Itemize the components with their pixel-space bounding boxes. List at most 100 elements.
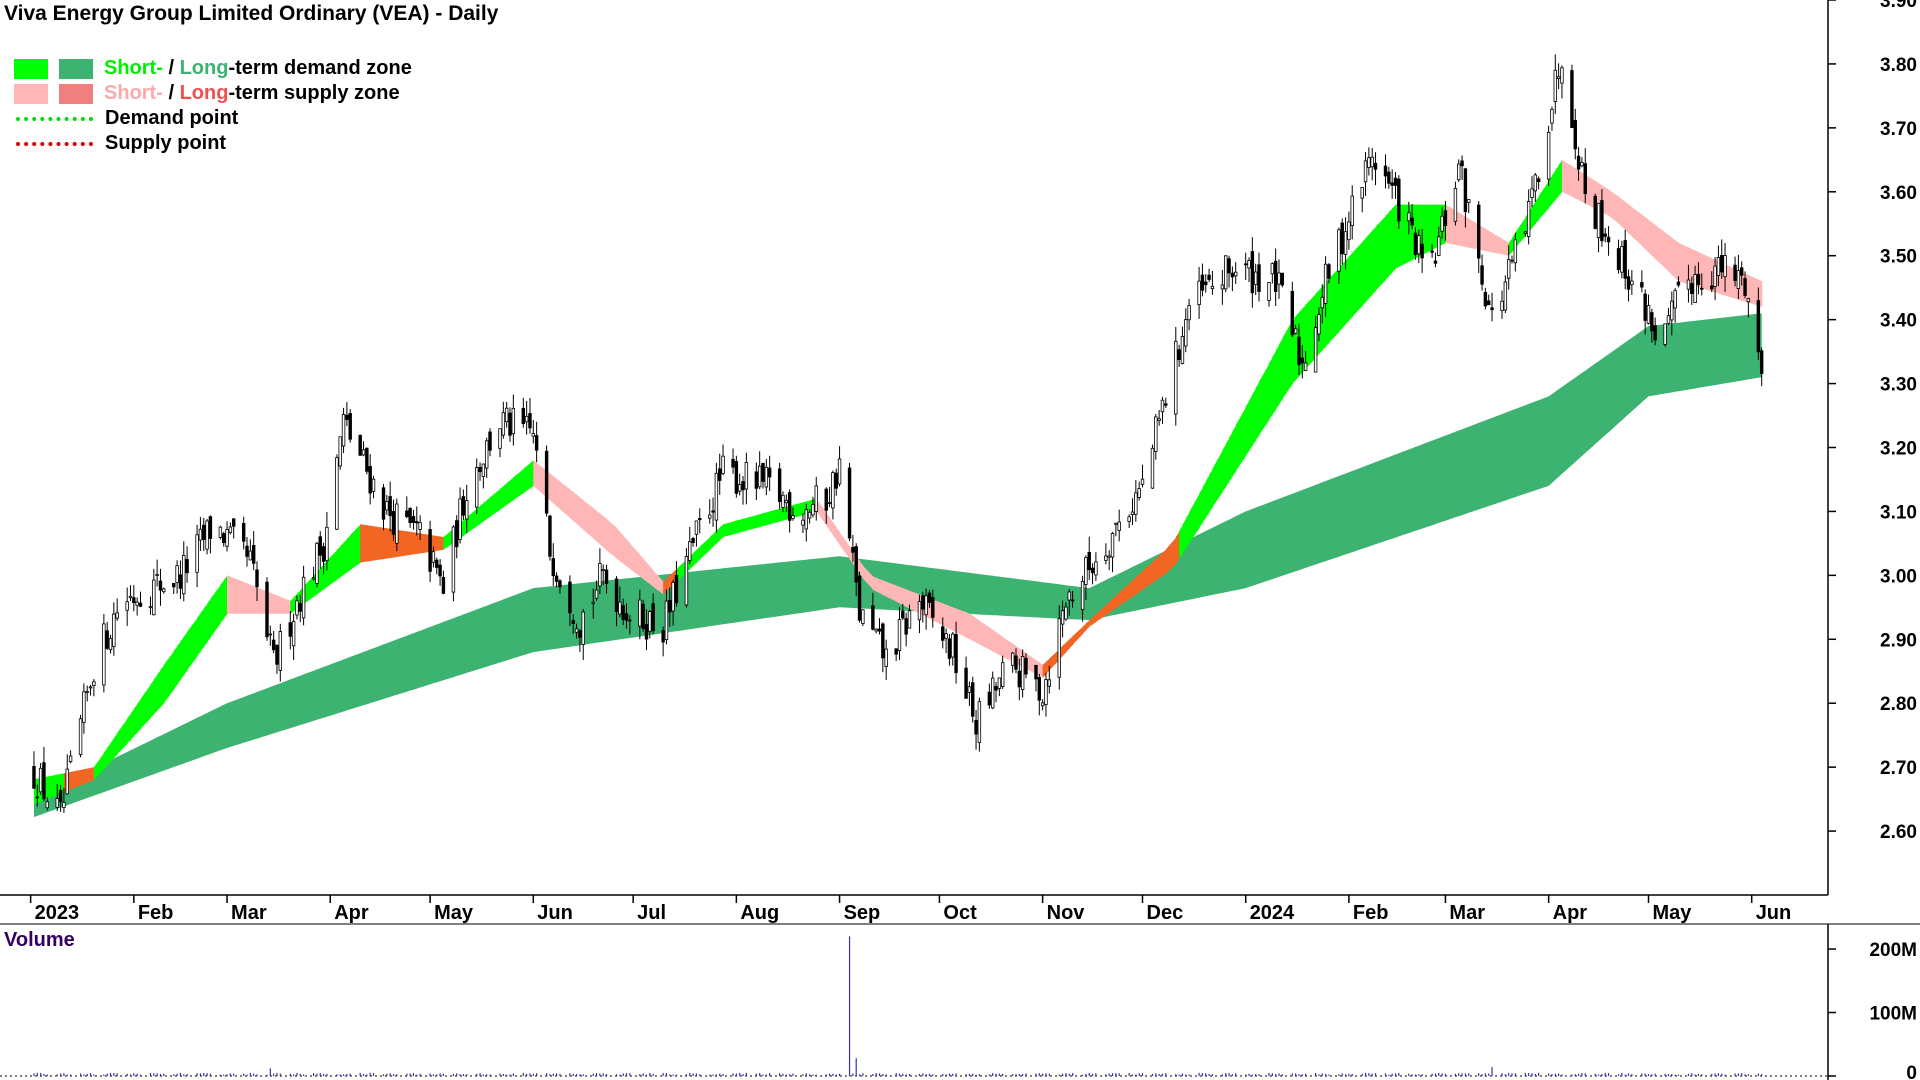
short-term-zone-segment bbox=[413, 532, 418, 555]
short-term-zone-segment bbox=[366, 525, 371, 562]
short-term-zone-segment bbox=[1275, 344, 1280, 410]
candle-body bbox=[45, 801, 49, 809]
candle-body bbox=[997, 677, 1002, 689]
candle-body bbox=[764, 466, 769, 488]
short-term-zone-segment bbox=[969, 613, 974, 642]
candle-body bbox=[1094, 561, 1098, 576]
candle-body bbox=[927, 592, 932, 604]
candle-body bbox=[268, 633, 273, 636]
short-term-zone-segment bbox=[1112, 595, 1117, 611]
candle-body bbox=[1650, 312, 1654, 332]
candle-body bbox=[311, 577, 316, 580]
candle-body bbox=[767, 467, 772, 478]
candle-body bbox=[208, 516, 213, 539]
candle-body bbox=[831, 472, 835, 509]
short-term-zone-segment bbox=[1129, 580, 1134, 599]
short-term-zone-segment bbox=[440, 536, 445, 551]
short-term-zone-segment bbox=[1555, 165, 1560, 200]
short-term-zone-segment bbox=[243, 582, 248, 614]
candle-body bbox=[1020, 656, 1025, 691]
candle-body bbox=[987, 691, 992, 706]
candle-body bbox=[1457, 163, 1461, 181]
candle-body bbox=[241, 523, 246, 542]
candle-body bbox=[1010, 652, 1015, 666]
long-term-demand-zone bbox=[34, 313, 1762, 818]
candle-body bbox=[1437, 236, 1441, 256]
short-term-zone-segment bbox=[946, 604, 951, 630]
candle-body bbox=[834, 472, 838, 489]
short-term-zone-segment bbox=[113, 733, 118, 759]
candle-body bbox=[162, 588, 166, 593]
legend-supply-point: Supply point bbox=[14, 131, 412, 156]
short-term-zone-segment bbox=[346, 535, 351, 573]
short-term-zone-segment bbox=[1119, 583, 1130, 606]
short-term-zone-segment bbox=[523, 465, 528, 493]
short-term-zone-segment bbox=[723, 521, 734, 537]
candle-body bbox=[784, 499, 789, 504]
candle-body bbox=[954, 633, 958, 674]
short-term-zone-segment bbox=[1185, 512, 1190, 549]
short-term-zone-segment bbox=[140, 684, 152, 729]
candle-body bbox=[917, 601, 922, 621]
candle-body bbox=[315, 542, 319, 584]
short-term-zone-segment bbox=[103, 747, 108, 769]
candle-body bbox=[278, 631, 283, 671]
short-term-zone-segment bbox=[606, 518, 618, 559]
short-term-zone-segment bbox=[180, 636, 185, 680]
short-term-zone-segment bbox=[436, 535, 441, 551]
y-tick-label: 3.20 bbox=[1880, 439, 1917, 460]
short-term-zone-segment bbox=[480, 502, 484, 524]
candle-body bbox=[248, 550, 253, 561]
candle-body bbox=[1643, 293, 1647, 321]
short-term-zone-segment bbox=[553, 476, 558, 507]
candle-body bbox=[112, 613, 116, 647]
candle-body bbox=[688, 541, 692, 561]
candle-body bbox=[708, 514, 712, 519]
y-tick-label: 2.70 bbox=[1880, 758, 1917, 779]
short-term-zone-segment bbox=[47, 774, 58, 799]
candle-body bbox=[465, 500, 469, 520]
short-term-zone-segment bbox=[573, 492, 578, 524]
short-term-zone-segment bbox=[157, 669, 162, 711]
candle-body bbox=[827, 501, 832, 504]
short-term-zone-segment bbox=[153, 674, 158, 715]
candle-body bbox=[847, 467, 852, 539]
short-term-zone-segment bbox=[87, 767, 92, 783]
short-term-zone-segment bbox=[1082, 623, 1087, 634]
candle-body bbox=[1713, 265, 1717, 287]
candle-body bbox=[1623, 240, 1627, 279]
short-term-zone-segment bbox=[1678, 242, 1690, 285]
short-term-zone-segment bbox=[1585, 174, 1596, 209]
short-term-zone-segment bbox=[326, 549, 338, 587]
candle-body bbox=[255, 569, 259, 588]
volume-tick-label: 100M bbox=[1869, 1004, 1917, 1025]
candle-body bbox=[358, 434, 362, 456]
short-term-zone-segment bbox=[1269, 356, 1273, 420]
y-tick-label: 3.60 bbox=[1880, 183, 1917, 204]
candle-body bbox=[598, 563, 602, 587]
axes: 2.60 2.70 2.80 2.90 3.00 3.10 3.20 3.30 3.40 3.50… bbox=[0, 0, 1920, 925]
candle-body bbox=[1653, 325, 1657, 341]
x-tick-label: 2023 bbox=[35, 902, 79, 924]
short-term-zone-segment bbox=[559, 481, 571, 519]
short-term-zone-segment bbox=[1142, 561, 1154, 590]
short-term-zone-segment bbox=[410, 531, 415, 555]
short-term-zone-segment bbox=[569, 489, 574, 522]
candle-body bbox=[1277, 272, 1281, 285]
candle-body bbox=[1064, 606, 1068, 620]
short-term-zone-segment bbox=[227, 575, 231, 614]
short-term-zone-segment bbox=[1152, 558, 1157, 583]
candle-body bbox=[1084, 557, 1088, 585]
candle-body bbox=[348, 413, 352, 440]
candle-body bbox=[947, 638, 952, 659]
short-term-zone-segment bbox=[1445, 204, 1457, 245]
x-tick-label: Feb bbox=[1353, 902, 1389, 924]
candle-body bbox=[182, 555, 186, 595]
candle-body bbox=[1080, 581, 1085, 611]
candle-body bbox=[275, 644, 279, 665]
short-term-zone-segment bbox=[107, 742, 112, 766]
short-term-zone-segment bbox=[896, 585, 901, 604]
candle-body bbox=[1137, 488, 1141, 498]
candle-body bbox=[777, 468, 782, 503]
volume-tick-label: 200M bbox=[1869, 940, 1917, 961]
